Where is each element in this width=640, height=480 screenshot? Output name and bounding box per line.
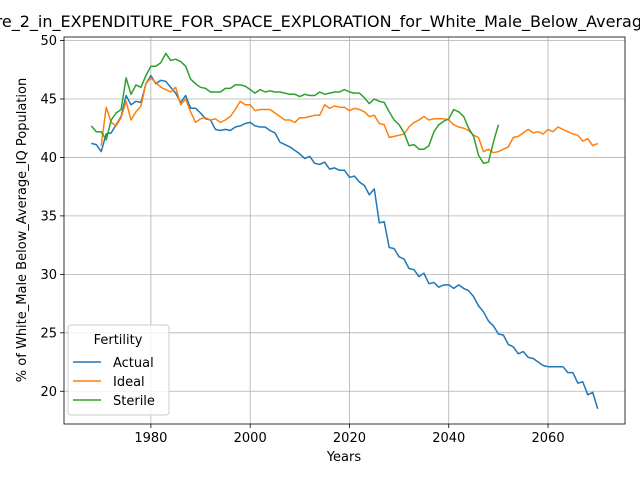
plot-frame [63,36,626,425]
x-axis-ticks: 1980 2000 2020 2040 2060 [134,424,565,446]
y-axis-ticks: 20 25 30 35 40 45 50 [40,34,64,400]
x-tick-label: 2040 [432,431,465,446]
x-tick-label: 2060 [532,431,565,446]
legend-items: Actual Ideal Sterile [73,356,155,409]
x-tick-label: 2020 [333,431,366,446]
x-tick-label: 2000 [234,431,267,446]
series-line-actual [91,74,599,410]
grid [64,37,625,424]
series-line-ideal [100,77,599,154]
x-axis-label: Years [326,450,362,465]
legend-entry-ideal: Ideal [113,375,145,390]
series-layer [90,52,599,410]
legend-entry-actual: Actual [113,356,154,371]
chart-title: Figure_2_in_EXPENDITURE_FOR_SPACE_EXPLOR… [0,12,640,32]
series-line-sterile [90,52,500,165]
y-tick-label: 50 [40,34,57,49]
legend-frame [67,324,170,416]
y-tick-label: 40 [40,151,57,166]
y-axis-label: % of White_Male Below_Average_IQ Populat… [15,78,30,382]
y-tick-label: 20 [40,385,57,400]
legend-entry-sterile: Sterile [113,394,155,409]
x-tick-label: 1980 [134,431,167,446]
y-tick-label: 35 [40,209,57,224]
y-tick-label: 45 [40,92,57,107]
legend: Fertility Actual Ideal Sterile [67,324,170,416]
legend-title: Fertility [94,333,143,348]
y-tick-label: 30 [40,268,57,283]
y-tick-label: 25 [40,326,57,341]
